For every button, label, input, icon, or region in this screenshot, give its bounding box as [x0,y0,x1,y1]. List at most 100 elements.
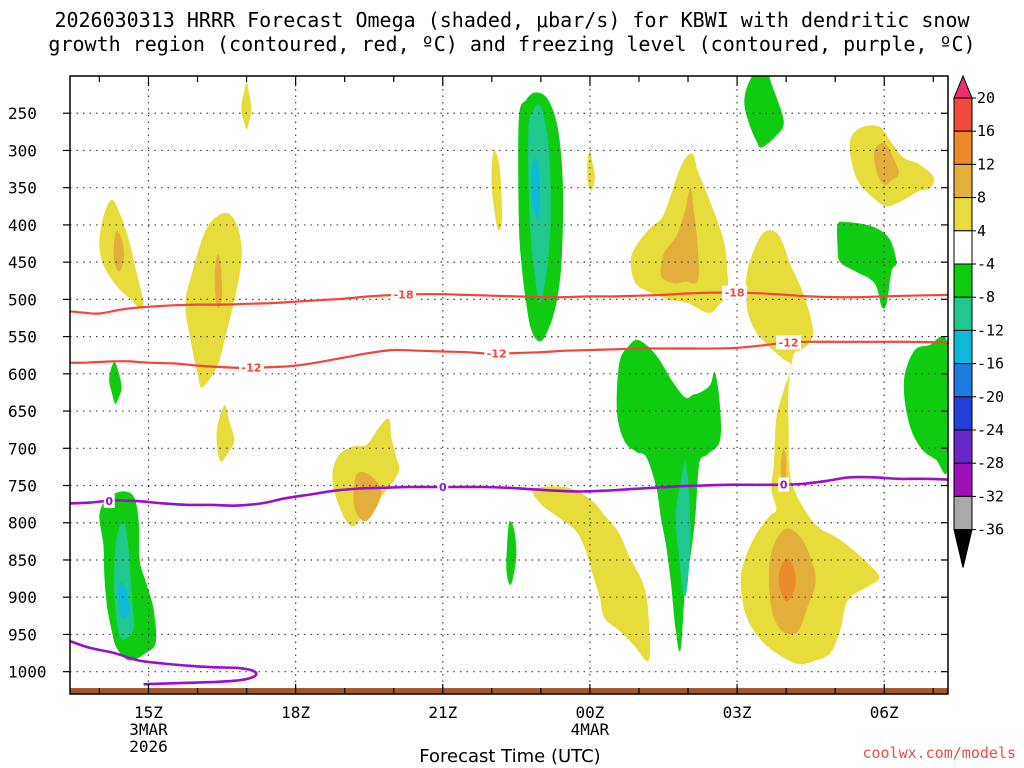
contour-label: 0 [439,481,447,494]
contour-line-3 [70,639,258,686]
x-tick-label: 21Z [428,703,457,722]
colorbar-band-8 to 12 [953,163,973,199]
colorbar-label: -28 [977,454,1004,472]
contour-label: -18 [725,287,745,300]
contour-label-bg [776,335,802,350]
x-tick-label: 15Z [134,703,163,722]
omega-region-17 [675,459,691,597]
omega-region-26 [778,558,796,602]
colorbar-band--32 to -28 [953,462,973,497]
omega-region-27 [780,448,787,486]
colorbar-band--28 to -24 [953,429,973,464]
omega-region-20 [744,76,784,148]
y-tick-label: 800 [8,514,37,533]
colorbar-top-arrow [953,74,973,99]
omega-region-3 [185,212,242,388]
omega-region-16 [616,339,722,652]
colorbar-label: -16 [977,355,1004,373]
omega-region-4 [214,254,223,308]
y-tick-label: 500 [8,290,37,309]
x-tick-label: 06Z [870,703,899,722]
colorbar: 20 16 12 8 4 -4 -8 -12 -16 -20 -24 -28 -32 -36 [953,74,1004,568]
colorbar-band-16 to 20 [953,97,973,132]
colorbar-label: 4 [977,222,986,240]
omega-region-9 [491,150,503,230]
y-tick-label: 350 [8,179,37,198]
contour-label-bg [103,493,115,508]
y-tick-label: 300 [8,141,37,160]
chart-title-line-1: 2026030313 HRRR Forecast Omega (shaded, … [54,8,970,32]
x-axis-label: Forecast Time (UTC) [419,746,601,767]
y-tick-label: 250 [8,104,37,123]
y-tick-label: 600 [8,365,37,384]
omega-region-30 [114,522,134,640]
omega-region-18 [506,520,517,585]
colorbar-band--12 to -8 [953,296,973,331]
y-tick-label: 1000 [8,663,47,682]
contour-label-bg [722,285,748,300]
x-tick-label: 03Z [723,703,752,722]
contour-label: -12 [242,362,262,375]
x-tick-label: 3MAR [129,720,168,739]
omega-region-19 [532,486,651,662]
colorbar-bottom-arrow [953,529,973,568]
y-tick-label: 650 [8,402,37,421]
x-tick-label: 2026 [129,737,168,756]
omega-region-12 [530,157,540,219]
contour-label-bg [437,480,449,495]
contour-label: -18 [394,289,414,302]
contour-label: -12 [487,348,507,361]
contour-label-bg [238,360,264,375]
colorbar-label: 16 [977,122,995,140]
colorbar-label: -20 [977,388,1004,406]
colorbar-band--8 to -4 [953,263,973,298]
colorbar-label: 8 [977,189,986,207]
colorbar-band--20 to -16 [953,363,973,398]
colorbar-label: -32 [977,487,1004,505]
x-tick-label: 18Z [281,703,310,722]
x-tick-label: 4MAR [571,720,610,739]
omega-region-13 [587,150,595,191]
plot-frame [69,75,949,695]
omega-region-15 [660,187,699,284]
colorbar-label: -36 [977,521,1004,539]
y-tick-label: 750 [8,477,37,496]
omega-region-2 [113,230,124,272]
colorbar-band--24 to -20 [953,396,973,431]
contour-line-2 [70,475,948,507]
colorbar-label: -12 [977,321,1004,339]
y-tick-label: 850 [8,551,37,570]
colorbar-label: -4 [977,255,995,273]
y-tick-label: 900 [8,588,37,607]
ground-strip [70,688,948,694]
omega-region-8 [353,471,382,522]
ground-layer [70,688,948,694]
colorbar-band--4 to 4 [953,230,973,265]
contour-label-bg [484,346,510,361]
contour-layer: -18 -18 -12 -12 -12 0 0 0 [70,285,948,686]
y-tick-label: 550 [8,328,37,347]
colorbar-label: -24 [977,421,1004,439]
y-tick-label: 400 [8,216,37,235]
y-tick-label: 950 [8,625,37,644]
omega-region-5 [216,405,235,462]
colorbar-band-12 to 16 [953,130,973,165]
colorbar-label: 20 [977,89,995,107]
plot-border [69,75,949,695]
omega-region-28 [903,336,948,475]
contour-label-bg [778,477,790,492]
colorbar-band--36 to -32 [953,495,973,531]
contour-label-bg [391,287,417,302]
omega-region-31 [118,582,129,620]
grid-layer [70,76,948,694]
chart-title-line-2: growth region (contoured, red, ºC) and f… [48,32,976,56]
y-tick-label: 700 [8,439,37,458]
omega-shading-layer [99,76,948,665]
contour-label: -12 [779,336,799,349]
y-tick-label: 450 [8,253,37,272]
colorbar-band-4 to 8 [953,197,973,232]
colorbar-label: 12 [977,155,995,173]
x-tick-label: 00Z [575,703,604,722]
omega-region-6 [109,361,122,404]
